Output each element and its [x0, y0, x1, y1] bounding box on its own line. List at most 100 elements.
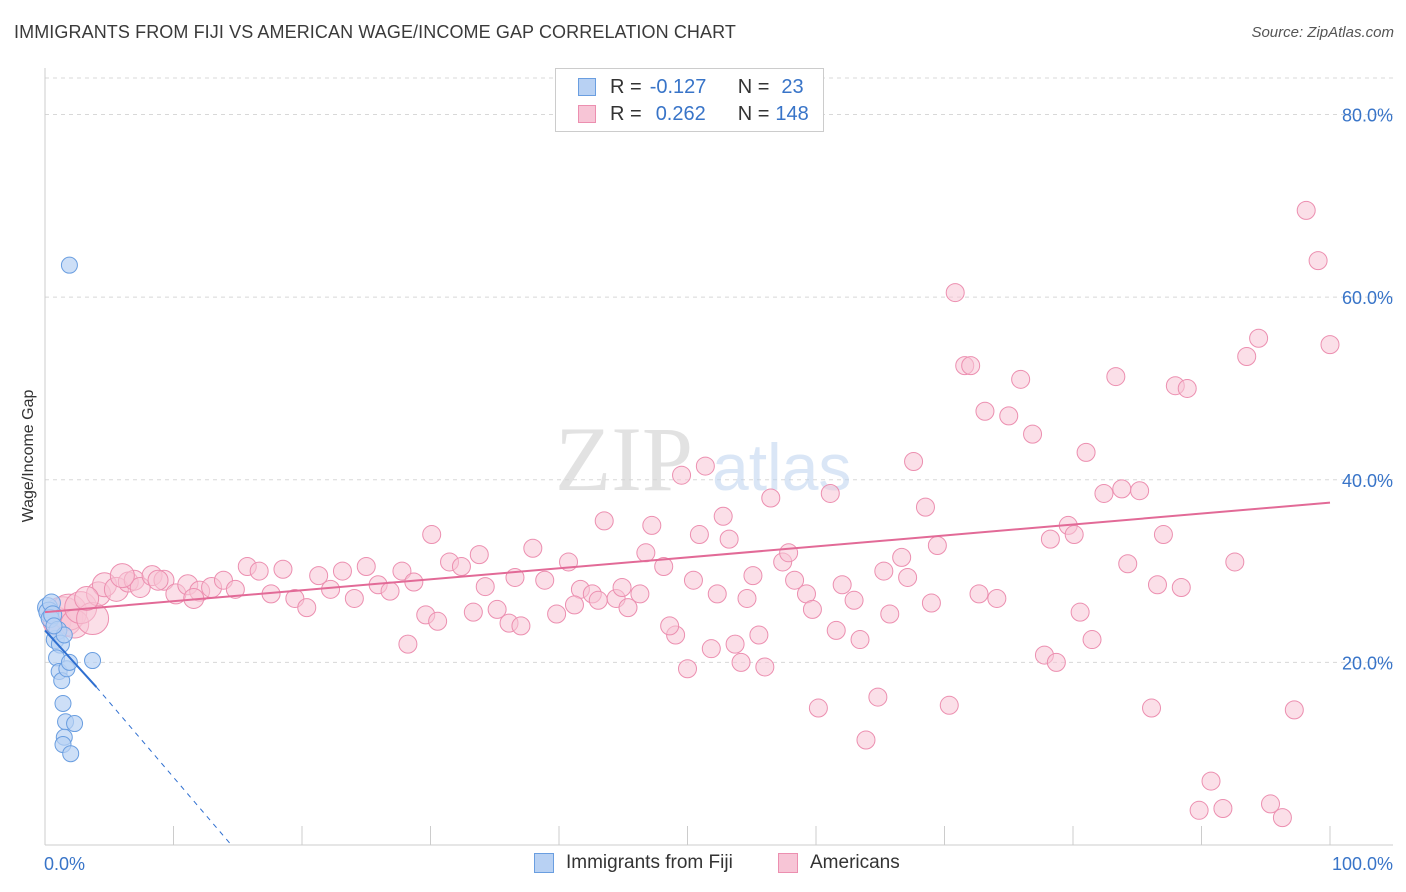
- americans-point: [469, 545, 489, 565]
- americans-trendline: [44, 501, 1331, 614]
- americans-point: [725, 634, 745, 654]
- legend-r-value: -0.127: [649, 75, 707, 98]
- americans-point: [874, 561, 894, 581]
- legend-swatch-americans: [578, 105, 596, 123]
- americans-point: [618, 598, 638, 618]
- legend-n-value: 23: [781, 75, 804, 98]
- americans-point: [755, 657, 775, 677]
- y-tick-label: 80.0%: [1342, 106, 1393, 126]
- americans-point: [1177, 378, 1197, 398]
- americans-point: [743, 566, 763, 586]
- americans-point: [808, 698, 828, 718]
- americans-point: [844, 590, 864, 610]
- americans-point: [344, 588, 364, 608]
- americans-point: [392, 561, 412, 581]
- americans-point: [898, 567, 918, 587]
- americans-point: [1112, 479, 1132, 499]
- americans-point: [511, 616, 531, 636]
- americans-point: [856, 730, 876, 750]
- americans-point: [1284, 700, 1304, 720]
- americans-point: [719, 529, 739, 549]
- y-tick-label: 60.0%: [1342, 288, 1393, 308]
- series-legend-fiji[interactable]: Immigrants from Fiji: [534, 852, 733, 874]
- americans-point: [588, 590, 608, 610]
- y-tick-label: 20.0%: [1342, 653, 1393, 673]
- americans-point: [945, 283, 965, 303]
- americans-point: [1189, 800, 1209, 820]
- americans-point: [523, 538, 543, 558]
- americans-point: [737, 588, 757, 608]
- legend-n-label: N =: [737, 75, 770, 98]
- americans-point: [1130, 481, 1150, 501]
- americans-point: [779, 543, 799, 563]
- americans-point: [475, 577, 495, 597]
- legend-r-label: R =: [610, 102, 642, 125]
- legend-r-value: 0.262: [655, 102, 706, 125]
- americans-point: [1320, 335, 1340, 355]
- fiji-point: [54, 694, 72, 712]
- americans-point: [915, 497, 935, 517]
- americans-point: [1225, 552, 1245, 572]
- americans-point: [695, 456, 715, 476]
- y-axis-label: Wage/Income Gap: [20, 390, 37, 523]
- americans-point: [785, 570, 805, 590]
- americans-point: [832, 575, 852, 595]
- americans-point: [904, 452, 924, 471]
- americans-point: [999, 406, 1019, 426]
- americans-point: [802, 599, 822, 619]
- americans-point: [1046, 652, 1066, 672]
- americans-point: [612, 578, 632, 598]
- americans-point: [564, 595, 584, 615]
- americans-point: [463, 602, 483, 622]
- americans-point: [487, 599, 507, 619]
- americans-point: [1171, 578, 1191, 598]
- americans-point: [961, 356, 981, 376]
- americans-point: [630, 584, 650, 604]
- americans-point: [297, 598, 317, 618]
- americans-point: [1040, 529, 1060, 549]
- americans-point: [654, 557, 674, 577]
- fiji-trendline: [44, 629, 98, 688]
- source-label: Source: ZipAtlas.com: [1251, 24, 1394, 41]
- americans-point: [380, 581, 400, 601]
- fiji-trendline-extension: [96, 686, 232, 846]
- fiji-point: [62, 745, 80, 763]
- series-swatch-fiji: [534, 853, 554, 873]
- americans-point: [225, 579, 245, 599]
- americans-point: [1272, 808, 1292, 828]
- americans-point: [975, 401, 995, 421]
- americans-point: [1076, 442, 1096, 462]
- americans-point: [422, 525, 442, 545]
- americans-point: [1237, 346, 1257, 366]
- americans-point: [927, 536, 947, 556]
- americans-point: [1106, 367, 1126, 387]
- americans-point: [547, 604, 567, 624]
- fiji-point: [84, 652, 102, 670]
- legend-row-americans: R = 0.262 N = 148: [578, 101, 809, 127]
- americans-point: [701, 639, 721, 659]
- americans-point: [428, 611, 448, 631]
- americans-point: [826, 620, 846, 640]
- americans-point: [850, 630, 870, 650]
- americans-point: [672, 465, 692, 485]
- americans-point: [1147, 575, 1167, 595]
- americans-point: [249, 561, 269, 581]
- fiji-point: [60, 653, 78, 671]
- series-swatch-americans: [778, 853, 798, 873]
- americans-point: [1118, 554, 1138, 574]
- americans-point: [535, 570, 555, 590]
- legend-row-fiji: R = -0.127 N = 23: [578, 74, 804, 100]
- americans-point: [660, 616, 680, 636]
- watermark-zip: ZIP: [555, 408, 693, 510]
- americans-point: [1142, 698, 1162, 718]
- chart-title: IMMIGRANTS FROM FIJI VS AMERICAN WAGE/IN…: [14, 22, 736, 42]
- fiji-point: [60, 256, 78, 274]
- americans-point: [892, 547, 912, 567]
- americans-point: [1153, 525, 1173, 545]
- americans-point: [594, 511, 614, 531]
- americans-point: [749, 625, 769, 645]
- americans-point: [356, 557, 376, 577]
- americans-point: [731, 652, 751, 672]
- americans-point: [880, 604, 900, 624]
- series-legend-americans[interactable]: Americans: [778, 852, 900, 874]
